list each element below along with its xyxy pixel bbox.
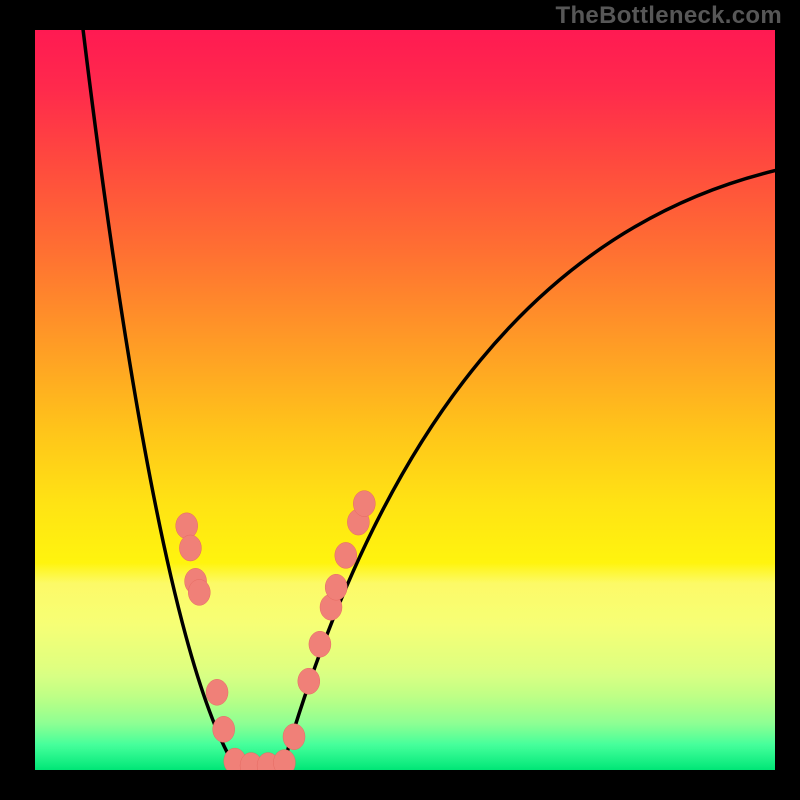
watermark-text: TheBottleneck.com (556, 2, 782, 30)
curve-marker (213, 716, 235, 742)
curve-marker (298, 668, 320, 694)
curve-marker (309, 631, 331, 657)
chart-svg (35, 30, 775, 770)
curve-marker (176, 513, 198, 539)
plot-area (35, 30, 775, 770)
curve-marker (335, 542, 357, 568)
chart-frame: TheBottleneck.com (0, 0, 800, 800)
curve-marker (325, 574, 347, 600)
curve-marker (353, 491, 375, 517)
curve-marker (283, 724, 305, 750)
curve-marker (188, 579, 210, 605)
highlight-band (35, 563, 775, 770)
curve-marker (206, 679, 228, 705)
curve-marker (179, 535, 201, 561)
